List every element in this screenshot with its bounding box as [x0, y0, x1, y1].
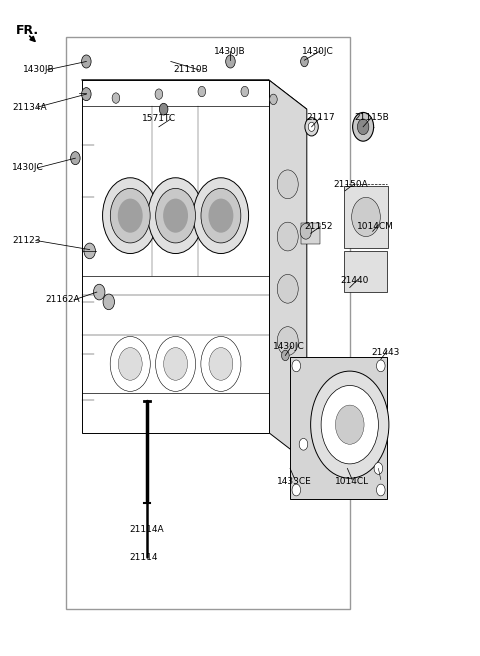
- Circle shape: [110, 337, 150, 392]
- Text: 21110B: 21110B: [173, 66, 208, 75]
- Text: 1430JC: 1430JC: [274, 342, 305, 351]
- Circle shape: [277, 274, 298, 303]
- Circle shape: [270, 94, 277, 104]
- Text: FR.: FR.: [16, 24, 39, 37]
- Circle shape: [201, 188, 241, 243]
- Text: 21114A: 21114A: [129, 525, 164, 534]
- Bar: [66, 37, 350, 609]
- Circle shape: [353, 112, 373, 141]
- Circle shape: [358, 119, 369, 134]
- Text: 21114: 21114: [129, 554, 158, 562]
- Circle shape: [156, 337, 196, 392]
- Circle shape: [155, 89, 163, 99]
- Text: 21443: 21443: [371, 348, 400, 358]
- Circle shape: [112, 93, 120, 103]
- Text: 1430JB: 1430JB: [214, 47, 245, 56]
- Circle shape: [321, 386, 378, 464]
- Circle shape: [277, 170, 298, 199]
- Text: 21152: 21152: [304, 222, 333, 232]
- Circle shape: [376, 360, 385, 372]
- Circle shape: [300, 224, 312, 239]
- Circle shape: [148, 178, 203, 253]
- Circle shape: [208, 199, 233, 233]
- Circle shape: [300, 56, 308, 67]
- Circle shape: [94, 284, 105, 300]
- Circle shape: [311, 371, 389, 478]
- Text: 1014CM: 1014CM: [357, 222, 394, 232]
- Text: 21150A: 21150A: [333, 180, 368, 189]
- Circle shape: [71, 152, 80, 165]
- Circle shape: [110, 188, 150, 243]
- Polygon shape: [82, 80, 307, 109]
- Polygon shape: [82, 80, 269, 432]
- Circle shape: [103, 294, 115, 310]
- Polygon shape: [301, 224, 320, 245]
- Polygon shape: [290, 358, 387, 499]
- Text: 1430JB: 1430JB: [23, 66, 55, 75]
- Circle shape: [103, 178, 158, 253]
- Circle shape: [292, 484, 300, 496]
- Circle shape: [164, 348, 188, 380]
- Text: 21162A: 21162A: [45, 295, 80, 304]
- Circle shape: [352, 197, 380, 237]
- Circle shape: [281, 350, 289, 361]
- Polygon shape: [269, 80, 307, 462]
- Text: 21123: 21123: [12, 236, 40, 245]
- Circle shape: [163, 199, 188, 233]
- Text: 1014CL: 1014CL: [336, 477, 370, 486]
- Circle shape: [299, 438, 308, 450]
- Circle shape: [226, 55, 235, 68]
- Circle shape: [241, 87, 249, 96]
- Circle shape: [159, 103, 168, 115]
- Text: 21134A: 21134A: [12, 103, 47, 112]
- Circle shape: [156, 188, 195, 243]
- Circle shape: [305, 117, 318, 136]
- Circle shape: [193, 178, 249, 253]
- Text: 1430JC: 1430JC: [302, 47, 334, 56]
- Polygon shape: [344, 251, 387, 292]
- Text: 1571TC: 1571TC: [142, 114, 176, 123]
- Circle shape: [201, 337, 241, 392]
- Circle shape: [84, 243, 96, 258]
- Circle shape: [376, 484, 385, 496]
- Circle shape: [336, 405, 364, 444]
- Text: 1433CE: 1433CE: [277, 477, 312, 486]
- Text: 21115B: 21115B: [355, 113, 389, 122]
- Circle shape: [277, 327, 298, 356]
- Circle shape: [118, 348, 142, 380]
- Circle shape: [308, 122, 315, 131]
- Polygon shape: [344, 186, 388, 249]
- Circle shape: [82, 88, 91, 100]
- Circle shape: [82, 55, 91, 68]
- Text: 21117: 21117: [307, 113, 336, 122]
- Circle shape: [198, 87, 205, 96]
- Circle shape: [374, 462, 383, 474]
- Circle shape: [118, 199, 143, 233]
- Text: 1430JC: 1430JC: [12, 163, 44, 173]
- Text: 21440: 21440: [340, 276, 369, 285]
- Circle shape: [277, 222, 298, 251]
- Circle shape: [292, 360, 300, 372]
- Circle shape: [209, 348, 233, 380]
